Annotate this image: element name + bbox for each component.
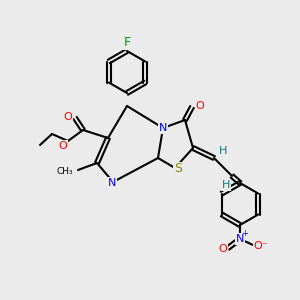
Text: O: O	[219, 244, 227, 254]
Text: N: N	[108, 178, 116, 188]
Text: N: N	[159, 123, 167, 133]
Text: H: H	[219, 146, 227, 156]
Text: H: H	[222, 180, 230, 190]
Text: O: O	[58, 141, 68, 151]
Text: +: +	[242, 230, 248, 238]
Text: CH₃: CH₃	[56, 167, 73, 176]
Text: O⁻: O⁻	[254, 241, 268, 251]
Text: N: N	[236, 234, 244, 244]
Text: O: O	[196, 101, 204, 111]
Text: F: F	[123, 35, 130, 49]
Text: S: S	[174, 163, 182, 176]
Text: O: O	[64, 112, 72, 122]
